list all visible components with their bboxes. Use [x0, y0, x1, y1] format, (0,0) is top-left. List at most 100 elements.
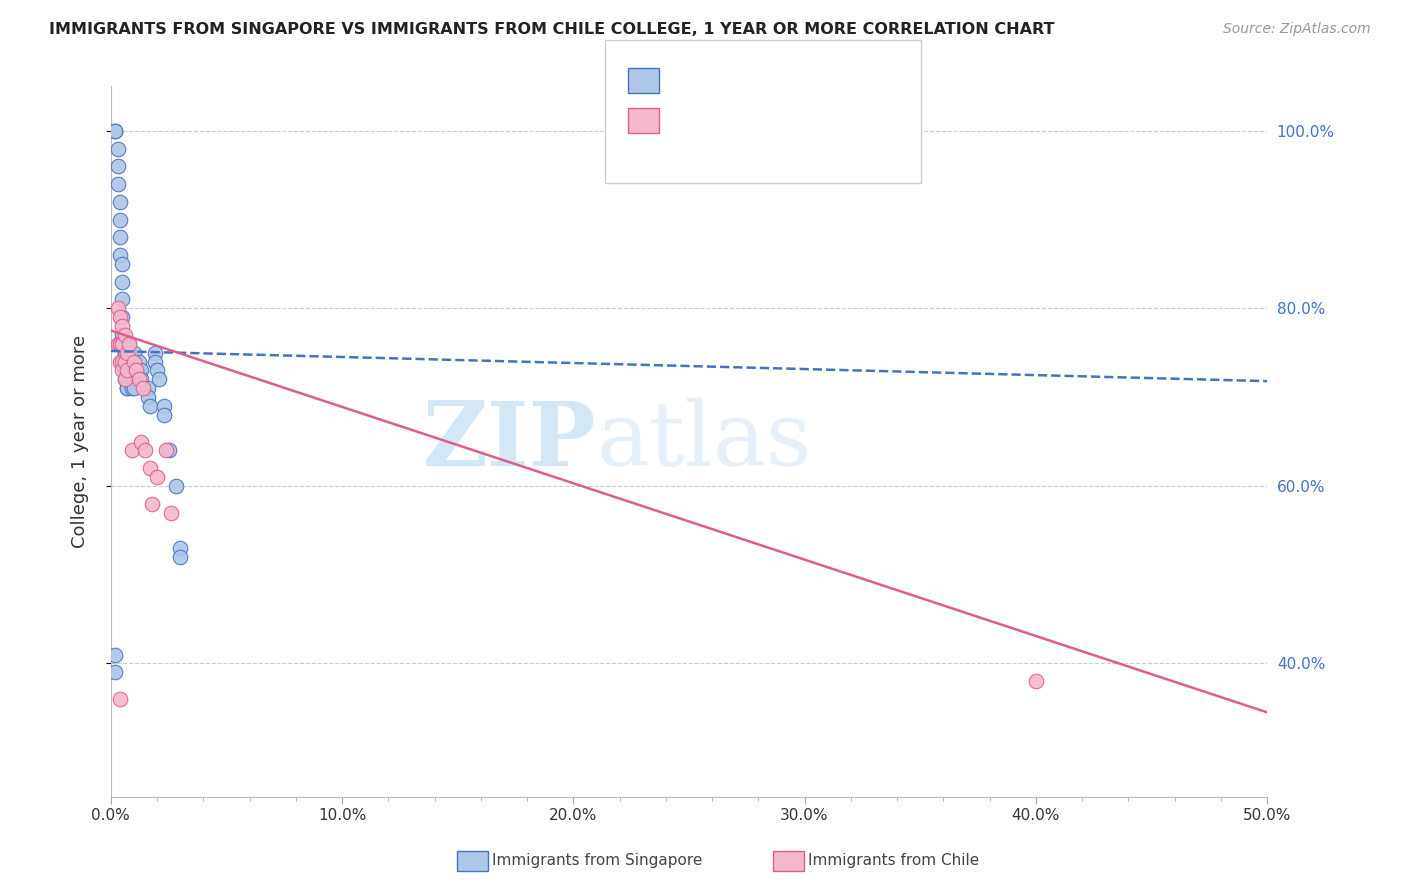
Point	[111, 336, 134, 351]
Point	[107, 336, 129, 351]
Point	[115, 372, 138, 386]
Text: 57: 57	[818, 67, 844, 85]
Text: Immigrants from Chile: Immigrants from Chile	[808, 854, 980, 868]
Point	[108, 692, 131, 706]
Text: -0.006: -0.006	[716, 67, 773, 85]
Point	[111, 354, 134, 368]
Text: R =: R =	[673, 107, 713, 125]
Point	[146, 470, 169, 484]
Point	[129, 434, 152, 449]
Point	[111, 293, 134, 307]
Y-axis label: College, 1 year or more: College, 1 year or more	[72, 335, 89, 548]
Point	[157, 443, 180, 458]
Point	[114, 345, 136, 359]
Point	[169, 541, 191, 555]
Point	[114, 372, 136, 386]
Point	[122, 372, 145, 386]
Point	[111, 319, 134, 334]
Point	[1025, 674, 1047, 689]
Point	[114, 354, 136, 368]
Point	[125, 363, 148, 377]
Point	[121, 372, 143, 386]
Point	[111, 310, 134, 325]
Text: N =: N =	[779, 67, 818, 85]
Point	[118, 336, 141, 351]
Point	[107, 301, 129, 316]
Text: 29: 29	[818, 107, 844, 125]
Point	[115, 372, 138, 386]
Point	[143, 345, 166, 359]
Point	[111, 257, 134, 271]
Point	[108, 310, 131, 325]
Point	[153, 408, 176, 422]
Point	[121, 443, 143, 458]
Text: ZIP: ZIP	[423, 398, 596, 485]
Text: Source: ZipAtlas.com: Source: ZipAtlas.com	[1223, 22, 1371, 37]
Point	[115, 363, 138, 377]
Point	[128, 354, 150, 368]
Point	[136, 381, 159, 395]
Point	[141, 497, 163, 511]
Text: atlas: atlas	[596, 398, 811, 485]
Point	[122, 354, 145, 368]
Point	[118, 363, 141, 377]
Point	[136, 390, 159, 404]
Point	[104, 124, 127, 138]
Text: N =: N =	[779, 107, 818, 125]
Point	[104, 648, 127, 662]
Point	[143, 354, 166, 368]
Point	[160, 506, 183, 520]
Point	[107, 141, 129, 155]
Point	[121, 354, 143, 368]
Point	[111, 363, 134, 377]
Point	[108, 248, 131, 262]
Point	[153, 399, 176, 413]
Point	[122, 354, 145, 368]
Point	[146, 363, 169, 377]
Point	[114, 345, 136, 359]
Point	[115, 381, 138, 395]
Point	[108, 354, 131, 368]
Point	[107, 159, 129, 173]
Point	[118, 336, 141, 351]
Point	[104, 124, 127, 138]
Point	[155, 443, 177, 458]
Text: IMMIGRANTS FROM SINGAPORE VS IMMIGRANTS FROM CHILE COLLEGE, 1 YEAR OR MORE CORRE: IMMIGRANTS FROM SINGAPORE VS IMMIGRANTS …	[49, 22, 1054, 37]
Point	[114, 328, 136, 343]
Text: -0.439: -0.439	[716, 107, 773, 125]
Point	[165, 479, 187, 493]
Point	[139, 461, 162, 475]
Point	[114, 354, 136, 368]
Point	[122, 381, 145, 395]
Point	[115, 345, 138, 359]
Point	[148, 372, 170, 386]
Point	[114, 354, 136, 368]
Point	[104, 665, 127, 680]
Point	[128, 363, 150, 377]
Point	[121, 363, 143, 377]
Point	[129, 372, 152, 386]
Point	[108, 212, 131, 227]
Point	[111, 336, 134, 351]
Point	[108, 230, 131, 244]
Point	[122, 345, 145, 359]
Text: Immigrants from Singapore: Immigrants from Singapore	[492, 854, 703, 868]
Point	[108, 336, 131, 351]
Point	[169, 549, 191, 564]
Point	[132, 381, 155, 395]
Point	[139, 399, 162, 413]
Point	[115, 381, 138, 395]
Point	[129, 363, 152, 377]
Text: R =: R =	[673, 67, 713, 85]
Point	[111, 328, 134, 343]
Point	[114, 372, 136, 386]
Point	[118, 354, 141, 368]
Point	[111, 275, 134, 289]
Point	[108, 194, 131, 209]
Point	[121, 381, 143, 395]
Point	[128, 372, 150, 386]
Point	[134, 443, 156, 458]
Point	[114, 363, 136, 377]
Point	[118, 345, 141, 359]
Point	[107, 177, 129, 191]
